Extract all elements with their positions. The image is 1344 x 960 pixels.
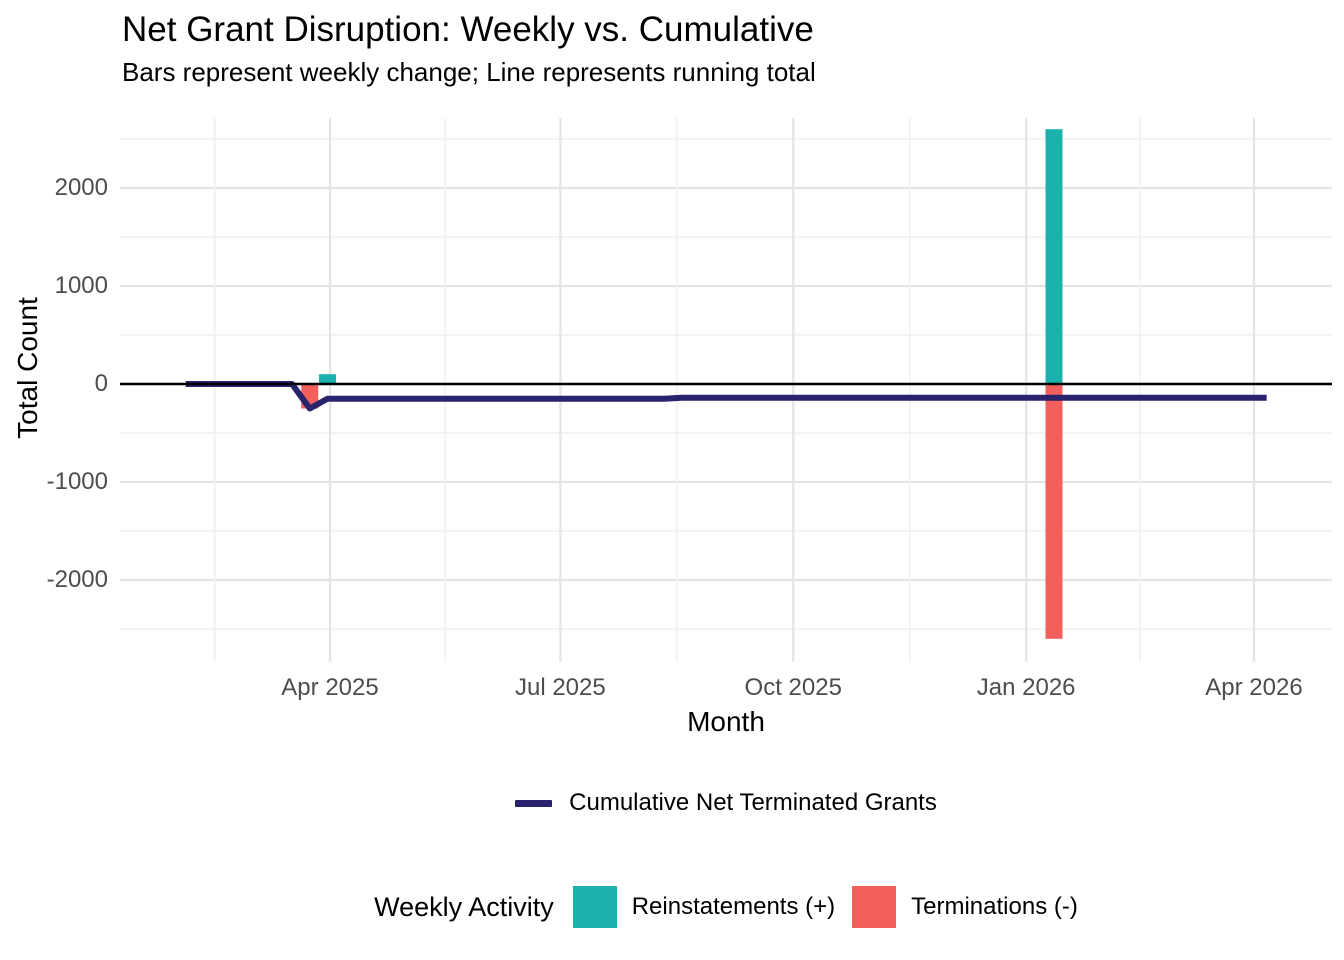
x-tick-label: Apr 2025: [281, 674, 379, 701]
bar-reinstatement: [1045, 129, 1063, 384]
y-tick-label: 0: [94, 370, 108, 397]
reinstatements-swatch: [572, 886, 617, 928]
x-tick-label: Apr 2026: [1205, 674, 1303, 701]
plot-panel: [120, 118, 1332, 662]
legend-item-reinstatements: Reinstatements (+): [572, 886, 836, 928]
chart-title: Net Grant Disruption: Weekly vs. Cumulat…: [122, 10, 814, 49]
x-tick-label: Jan 2026: [976, 674, 1076, 701]
y-tick-label: -1000: [46, 468, 108, 495]
x-tick-label: Oct 2025: [744, 674, 842, 701]
terminations-label: Terminations (-): [911, 893, 1078, 920]
chart-subtitle: Bars represent weekly change; Line repre…: [122, 57, 816, 87]
legend-cumulative-label: Cumulative Net Terminated Grants: [569, 789, 937, 816]
legend-item-terminations: Terminations (-): [852, 886, 1078, 928]
reinstatements-label: Reinstatements (+): [631, 893, 836, 920]
x-axis-title: Month: [687, 706, 765, 737]
cumulative-line-key: [515, 799, 553, 807]
y-tick-label: -2000: [46, 566, 108, 593]
terminations-swatch: [852, 886, 897, 928]
x-tick-label: Jul 2025: [514, 674, 606, 701]
y-axis-title: Total Count: [12, 297, 43, 439]
cumulative-line: [185, 381, 1267, 412]
y-tick-label: 2000: [54, 174, 108, 201]
legend-weekly-title: Weekly Activity: [374, 891, 554, 922]
legend-weekly-activity: Weekly Activity Reinstatements (+) Termi…: [120, 882, 1332, 932]
bar-termination: [1045, 384, 1063, 639]
y-tick-label: 1000: [54, 272, 108, 299]
legend-cumulative: Cumulative Net Terminated Grants: [120, 786, 1332, 820]
bar-reinstatement: [318, 374, 336, 384]
